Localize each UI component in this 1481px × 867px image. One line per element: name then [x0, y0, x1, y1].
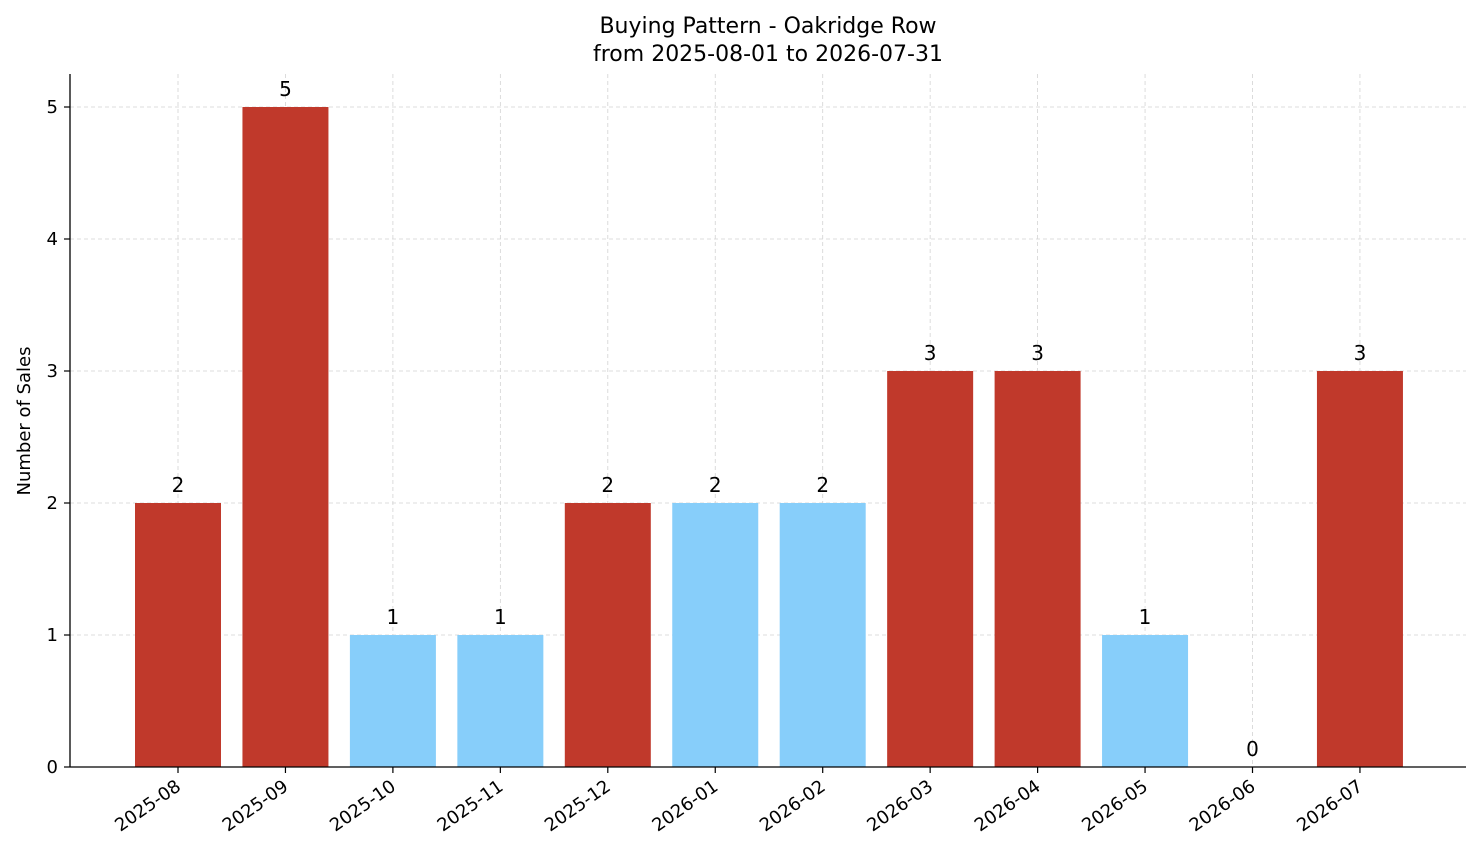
bar-2026-01: [672, 503, 759, 767]
bars-layer: [135, 107, 1403, 767]
x-tick-label: 2026-04: [971, 776, 1045, 836]
axes-layer: [64, 74, 1466, 773]
bar-value-label: 2: [709, 473, 722, 497]
bar-2026-03: [887, 371, 974, 767]
bar-value-label: 5: [279, 77, 292, 101]
x-tick-label: 2025-09: [219, 776, 293, 836]
y-tick-label: 2: [47, 493, 58, 514]
bar-2026-07: [1316, 371, 1403, 767]
x-tick-label: 2025-10: [326, 776, 400, 836]
chart-subtitle: from 2025-08-01 to 2026-07-31: [593, 42, 943, 67]
bar-value-label: 1: [1139, 605, 1152, 629]
bar-value-label: 3: [1031, 341, 1044, 365]
y-tick-label: 1: [47, 625, 58, 646]
x-tick-label: 2026-06: [1186, 776, 1260, 836]
x-tick-label: 2026-01: [648, 776, 722, 836]
bar-value-label: 2: [816, 473, 829, 497]
x-tick-label: 2026-02: [756, 776, 830, 836]
x-tick-label: 2026-05: [1078, 776, 1152, 836]
x-tick-label: 2025-12: [541, 776, 615, 836]
y-tick-label: 3: [47, 361, 58, 382]
bar-2025-12: [564, 503, 651, 767]
chart-title: Buying Pattern - Oakridge Row: [599, 14, 936, 39]
y-tick-label: 0: [47, 757, 58, 778]
y-tick-label: 4: [47, 229, 58, 250]
bar-2025-08: [135, 503, 221, 767]
bar-value-label: 2: [172, 473, 185, 497]
bar-value-label: 0: [1246, 737, 1259, 761]
x-tick-label: 2026-03: [863, 776, 937, 836]
bar-2026-02: [779, 503, 866, 767]
bar-2025-11: [457, 635, 544, 767]
bar-value-label: 1: [387, 605, 400, 629]
y-axis-label: Number of Sales: [14, 346, 35, 495]
bar-2025-10: [349, 635, 436, 767]
bar-value-label: 2: [601, 473, 614, 497]
bar-value-label: 3: [1354, 341, 1367, 365]
bar-2026-04: [994, 371, 1081, 767]
x-tick-label: 2025-11: [434, 776, 508, 836]
bar-value-label: 1: [494, 605, 507, 629]
x-tick-label: 2026-07: [1293, 776, 1367, 836]
x-tick-label: 2025-08: [111, 776, 185, 836]
bar-value-label: 3: [924, 341, 937, 365]
bar-2025-09: [242, 107, 329, 767]
y-tick-label: 5: [47, 97, 58, 118]
bar-2026-05: [1102, 635, 1189, 767]
